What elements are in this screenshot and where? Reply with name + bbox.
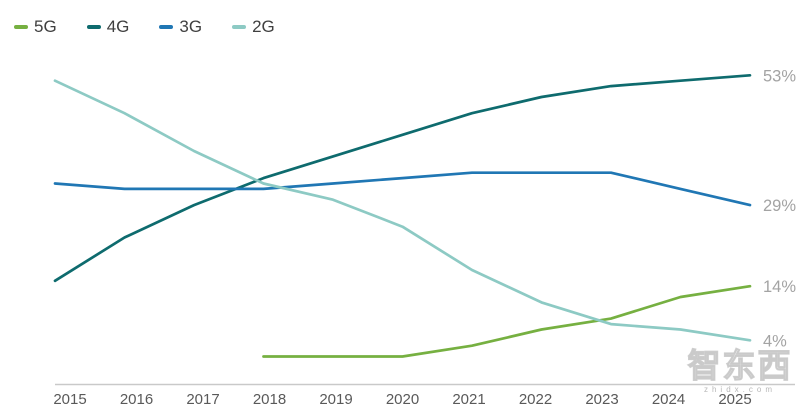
legend-item-4G: 4G bbox=[86, 17, 130, 37]
x-tick-label-2018: 2018 bbox=[253, 391, 286, 408]
series-end-label-3G: 29% bbox=[763, 197, 796, 215]
series-line-2G bbox=[53, 79, 752, 342]
series-end-label-4G: 53% bbox=[763, 67, 796, 85]
legend-label-2G: 2G bbox=[252, 17, 275, 36]
legend: 5G 4G 3G 2G bbox=[14, 17, 275, 37]
series-end-label-5G: 14% bbox=[763, 278, 796, 296]
series-line-4G bbox=[53, 73, 752, 283]
x-tick-label-2017: 2017 bbox=[186, 391, 219, 408]
series-end-label-2G: 4% bbox=[763, 332, 787, 350]
legend-swatch-4G bbox=[86, 25, 101, 29]
x-tick-label-2019: 2019 bbox=[319, 391, 352, 408]
legend-item-5G: 5G bbox=[14, 17, 57, 37]
legend-label-4G: 4G bbox=[106, 17, 130, 36]
series-line-5G bbox=[262, 284, 752, 358]
legend-label-5G: 5G bbox=[34, 17, 57, 36]
legend-swatch-3G bbox=[159, 25, 174, 29]
x-tick-label-2024: 2024 bbox=[652, 391, 685, 408]
legend-swatch-5G bbox=[14, 25, 28, 29]
x-tick-label-2022: 2022 bbox=[519, 391, 552, 408]
legend-label-3G: 3G bbox=[179, 17, 203, 36]
x-tick-label-2016: 2016 bbox=[120, 391, 153, 408]
legend-item-2G: 2G bbox=[232, 17, 275, 37]
series-line-3G bbox=[53, 171, 752, 207]
x-tick-label-2021: 2021 bbox=[452, 391, 485, 408]
x-tick-label-2015: 2015 bbox=[53, 391, 86, 408]
x-tick-label-2023: 2023 bbox=[585, 391, 618, 408]
legend-item-3G: 3G bbox=[159, 17, 202, 37]
x-tick-label-2025: 2025 bbox=[718, 391, 751, 408]
x-tick-label-2020: 2020 bbox=[386, 391, 419, 408]
legend-swatch-2G bbox=[232, 25, 247, 29]
